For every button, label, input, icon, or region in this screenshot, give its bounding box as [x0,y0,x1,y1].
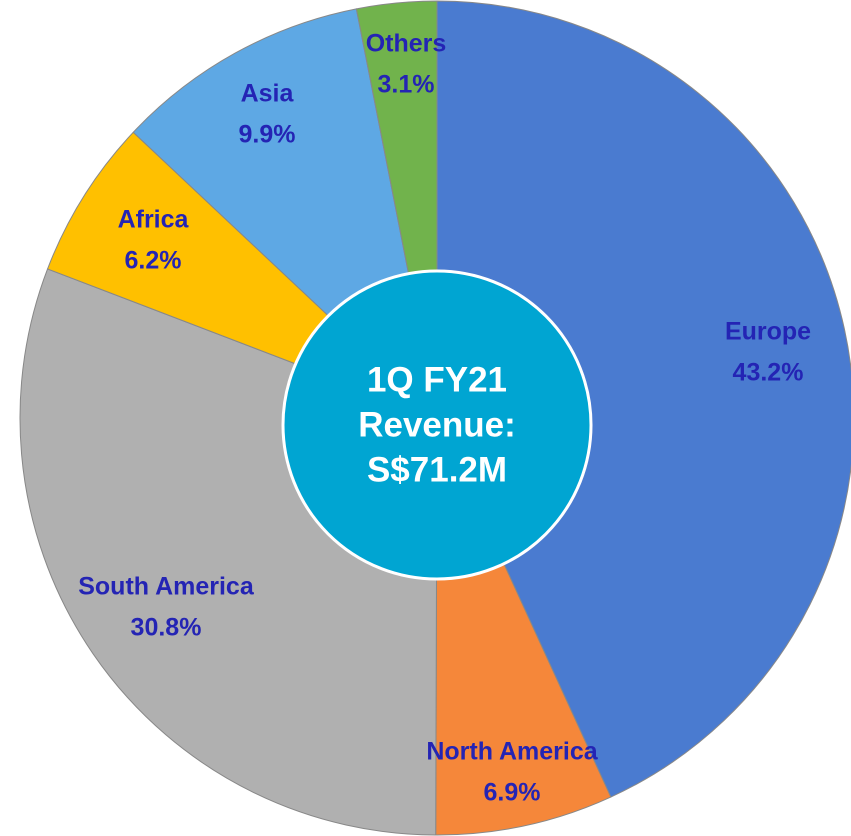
slice-label: North America [426,738,598,766]
slice-label: Africa [118,206,190,234]
value-label: 3.1% [378,71,435,99]
value-label: 30.8% [131,614,202,642]
slice [436,0,851,798]
value-label: 6.2% [125,247,182,275]
center-label: Revenue: [358,405,516,444]
value-label: 9.9% [239,121,296,149]
value-label: 43.2% [733,359,804,387]
center-label: 1Q FY21 [367,360,507,399]
value-label: 6.9% [484,779,541,807]
center-label: S$71.2M [367,450,507,489]
slice-label: Others [366,30,447,58]
slice-label: Asia [241,80,295,108]
center-circle [281,269,593,581]
slice-label: South America [78,573,255,601]
slice-label: Europe [725,318,811,346]
slices [19,0,851,836]
